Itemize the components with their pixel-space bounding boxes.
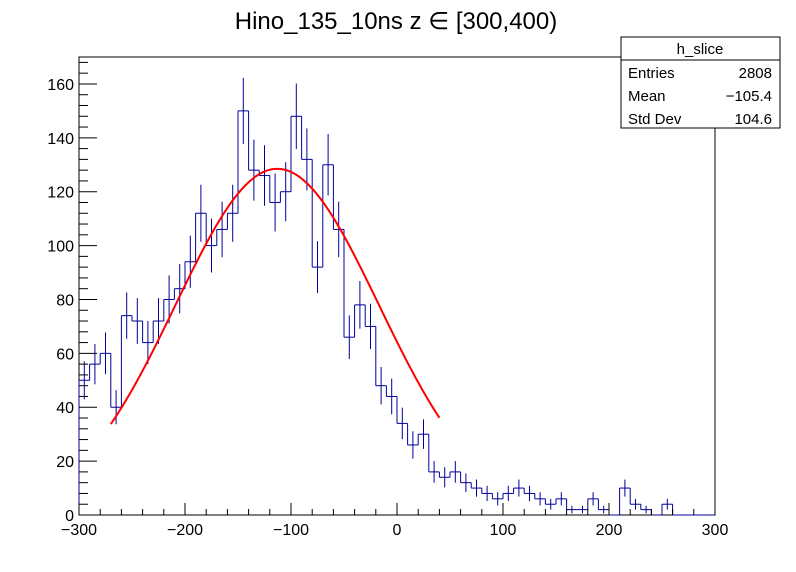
stats-entries-value: 2808 <box>739 65 772 82</box>
y-tick-label: 120 <box>47 185 74 202</box>
plot-frame <box>78 56 716 516</box>
axes-group: −300 −200 −100 0 100 200 300 0 20 40 60 80 100 120 140… <box>47 61 729 539</box>
y-tick-label: 100 <box>47 239 74 256</box>
stats-mean-label: Mean <box>628 88 666 105</box>
stats-box[interactable]: h_slice Entries 2808 Mean −105.4 Std Dev… <box>620 36 781 129</box>
error-bars-group <box>83 77 668 514</box>
stats-entries-label: Entries <box>628 65 675 82</box>
y-tick-label: 80 <box>56 292 74 309</box>
stats-mean-value: −105.4 <box>726 88 772 105</box>
x-tick-label: −100 <box>273 522 309 539</box>
y-tick-label: 0 <box>65 508 74 525</box>
x-tick-label: −300 <box>61 522 97 539</box>
y-tick-label: 60 <box>56 346 74 363</box>
stats-stddev-value: 104.6 <box>734 111 772 128</box>
y-tick-label: 40 <box>56 400 74 417</box>
stats-name: h_slice <box>677 41 724 58</box>
stats-stddev-label: Std Dev <box>628 111 682 128</box>
x-tick-label: 200 <box>596 522 623 539</box>
y-tick-label: 160 <box>47 77 74 94</box>
y-tick-label: 140 <box>47 131 74 148</box>
stats-box-frame <box>620 36 781 129</box>
x-tick-label: 100 <box>490 522 517 539</box>
x-tick-label: 300 <box>702 522 729 539</box>
x-tick-label: −200 <box>167 522 203 539</box>
x-tick-label: 0 <box>393 522 402 539</box>
histogram-group <box>78 110 715 516</box>
y-tick-label: 20 <box>56 454 74 471</box>
fit-curve <box>109 167 441 425</box>
chart-title: Hino_135_10ns z ∈ [300,400) <box>235 8 557 35</box>
